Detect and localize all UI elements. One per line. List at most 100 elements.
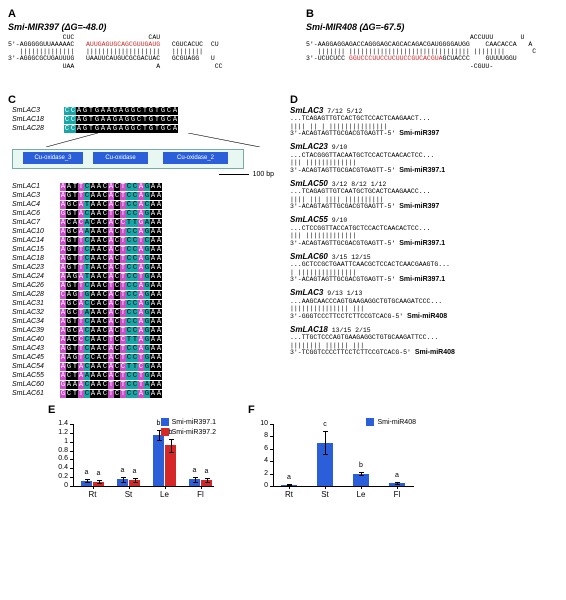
- y-tick-label: 10: [248, 420, 268, 427]
- aln-row: SmLAC28CAGTGAACACTCCAGAA: [12, 290, 280, 299]
- cleavage-block: SmLAC50 3/12 8/12 1/12...TCAGAGTTGTCAATG…: [290, 179, 558, 211]
- aln-seq: AGCAAAACACTCCAGAA: [60, 228, 162, 236]
- aln-seq: CAGTGAACACTCCAGAA: [60, 291, 162, 299]
- gene-name: SmLAC18: [12, 116, 64, 123]
- aln-seq: AGTTCAACACTCCAGAA: [60, 192, 162, 200]
- aln-seq: CCAGTGAAGAGGCTGTGCA: [64, 116, 178, 124]
- bar: [153, 435, 164, 486]
- aln-row: SmLAC45AAGTCCACACTCCTGAA: [12, 353, 280, 362]
- aln-seq: AGTTCAACACTCCTCAA: [60, 237, 162, 245]
- aln-row: SmLAC4AGCATAACACTCCACAA: [12, 200, 280, 209]
- domain-box: Cu-oxidase: [93, 152, 148, 164]
- gene-name: SmLAC55: [12, 372, 60, 379]
- sig-letter: c: [315, 421, 335, 428]
- aln-row: SmLAC1AATTCAACACTCCAGAA: [12, 182, 280, 191]
- gene-name: SmLAC60: [12, 381, 60, 388]
- aln-seq: AGTTTAACACTCCAGAA: [60, 264, 162, 272]
- aln-row: SmLAC23AGTTTAACACTCCAGAA: [12, 263, 280, 272]
- row-cd: C SmLAC3CCAGTGAAGAGGCTGTGCASmLAC18CCAGTG…: [8, 94, 558, 398]
- cleavage-block: SmLAC23 9/10...CTACGGGTTACAATGCTCCACTCAA…: [290, 142, 558, 174]
- gene-name: SmLAC43: [12, 345, 60, 352]
- aln-seq: GAAACAACTCTCCTAAA: [60, 381, 162, 389]
- aln-row: SmLAC26AGTTCAACTCTCCAGAA: [12, 281, 280, 290]
- gene-name: SmLAC3: [12, 192, 60, 199]
- sig-letter: b: [351, 462, 371, 469]
- aln-row: SmLAC7ACACACACACCTTGAAA: [12, 218, 280, 227]
- aln-row: SmLAC40AACCCAACTCCTTAGAA: [12, 335, 280, 344]
- label-f: F: [248, 404, 418, 416]
- gene-name: SmLAC14: [12, 237, 60, 244]
- legend-item: Smi-miR408: [366, 418, 416, 426]
- panel-f: F 0246810aRtcStbLeaFlSmi-miR408: [248, 404, 418, 501]
- aln-row: SmLAC32AGCTAAACACTCCAGAA: [12, 308, 280, 317]
- y-tick-label: 0.2: [48, 473, 68, 480]
- sig-letter: a: [127, 468, 142, 475]
- top-aln-row: SmLAC3CCAGTGAAGAGGCTGTGCA: [12, 106, 280, 115]
- gene-name: SmLAC26: [12, 282, 60, 289]
- aln-row: SmLAC55ACTAAAACACTCCTGAA: [12, 371, 280, 380]
- scale-line: [219, 174, 249, 175]
- x-label: Le: [351, 490, 371, 499]
- label-a: A: [8, 8, 288, 20]
- top-alignment: SmLAC3CCAGTGAAGAGGCTGTGCASmLAC18CCAGTGAA…: [12, 106, 280, 133]
- panel-b: B Smi-MIR408 (ΔG=-67.5) ACCUUU U 5'-AAGG…: [306, 8, 556, 90]
- sig-letter: a: [91, 470, 106, 477]
- sig-letter: a: [387, 472, 407, 479]
- aln-row: SmLAC60GAAACAACTCTCCTAAA: [12, 380, 280, 389]
- y-tick-label: 2: [248, 470, 268, 477]
- aln-row: SmLAC31AGCACCACACTCCAGAA: [12, 299, 280, 308]
- hairpin-a: CUC CAU 5'-AGGGGGUUAAAAAC AUUGAGUGCAGCGU…: [8, 34, 288, 70]
- aln-row: SmLAC24AAGATAACACTCCTGAA: [12, 272, 280, 281]
- gene-name: SmLAC10: [12, 228, 60, 235]
- title-a: Smi-MIR397 (ΔG=-48.0): [8, 22, 288, 32]
- aln-row: SmLAC15AGTTCAACACTCCAGAA: [12, 245, 280, 254]
- y-tick-label: 0: [248, 482, 268, 489]
- connector-lines: [38, 133, 278, 147]
- aln-row: SmLAC18AGTTCAACACTCCAGAA: [12, 254, 280, 263]
- gene-name: SmLAC4: [12, 201, 60, 208]
- y-tick-label: 1.2: [48, 429, 68, 436]
- domain-diagram: Cu-oxidase_3Cu-oxidaseCu-oxidase_2: [12, 149, 244, 169]
- label-d: D: [290, 94, 558, 106]
- aln-seq: ACTAAAACACTCCTGAA: [60, 372, 162, 380]
- aln-seq: AGTTCAACACTCCAGAA: [60, 246, 162, 254]
- aln-seq: AGTACAACACCTTCGAA: [60, 363, 162, 371]
- legend-item: Smi-miR397.1: [161, 418, 216, 426]
- y-tick-label: 0.8: [48, 447, 68, 454]
- panel-a: A Smi-MIR397 (ΔG=-48.0) CUC CAU 5'-AGGGG…: [8, 8, 288, 90]
- gene-name: SmLAC40: [12, 336, 60, 343]
- y-tick-label: 0.6: [48, 455, 68, 462]
- x-label: Rt: [83, 490, 103, 499]
- row-ab: A Smi-MIR397 (ΔG=-48.0) CUC CAU 5'-AGGGG…: [8, 8, 558, 90]
- cleavage-block: SmLAC3 9/13 1/13...AAGCAACCCAGTGAAGAGGCT…: [290, 288, 558, 320]
- x-label: Rt: [279, 490, 299, 499]
- aln-seq: CCAGTGAAGAGGCTGTGCA: [64, 107, 178, 115]
- gene-name: SmLAC32: [12, 309, 60, 316]
- gene-name: SmLAC15: [12, 246, 60, 253]
- chart-e: 00.20.40.60.811.21.4aaRtaaStbbLeaaFlSmi-…: [48, 416, 218, 501]
- gene-name: SmLAC28: [12, 291, 60, 298]
- aln-seq: CCAGTGAAGAGGCTGTGCA: [64, 125, 178, 133]
- gene-name: SmLAC31: [12, 300, 60, 307]
- gene-name: SmLAC45: [12, 354, 60, 361]
- aln-seq: AATTCAACACTCCAGAA: [60, 183, 162, 191]
- aln-row: SmLAC10AGCAAAACACTCCAGAA: [12, 227, 280, 236]
- aln-seq: GCTTCAACTCTCCAGAA: [60, 390, 162, 398]
- aln-row: SmLAC3AGTTCAACACTCCAGAA: [12, 191, 280, 200]
- label-c: C: [8, 94, 280, 106]
- panel-d-content: SmLAC3 7/12 5/12...TCAGAGTTGTCACTGCTCCAC…: [290, 106, 558, 357]
- hairpin-b: ACCUUU U 5'-AAGGAGGAGACCAGGGAGCAGCACAGAC…: [306, 34, 556, 70]
- y-tick-label: 0.4: [48, 464, 68, 471]
- gene-name: SmLAC54: [12, 363, 60, 370]
- aln-row: SmLAC34AGTTCAACACTCCAGAA: [12, 317, 280, 326]
- gene-name: SmLAC1: [12, 183, 60, 190]
- scale-label: 100 bp: [253, 171, 274, 178]
- cleavage-block: SmLAC18 13/15 2/15...TTGCTCCCAGTGAAGAGGC…: [290, 325, 558, 357]
- gene-name: SmLAC34: [12, 318, 60, 325]
- aln-row: SmLAC54AGTACAACACCTTCGAA: [12, 362, 280, 371]
- gene-name: SmLAC6: [12, 210, 60, 217]
- sig-letter: a: [199, 468, 214, 475]
- x-label: Fl: [191, 490, 211, 499]
- cleavage-block: SmLAC3 7/12 5/12...TCAGAGTTGTCACTGCTCCAC…: [290, 106, 558, 138]
- y-tick-label: 4: [248, 457, 268, 464]
